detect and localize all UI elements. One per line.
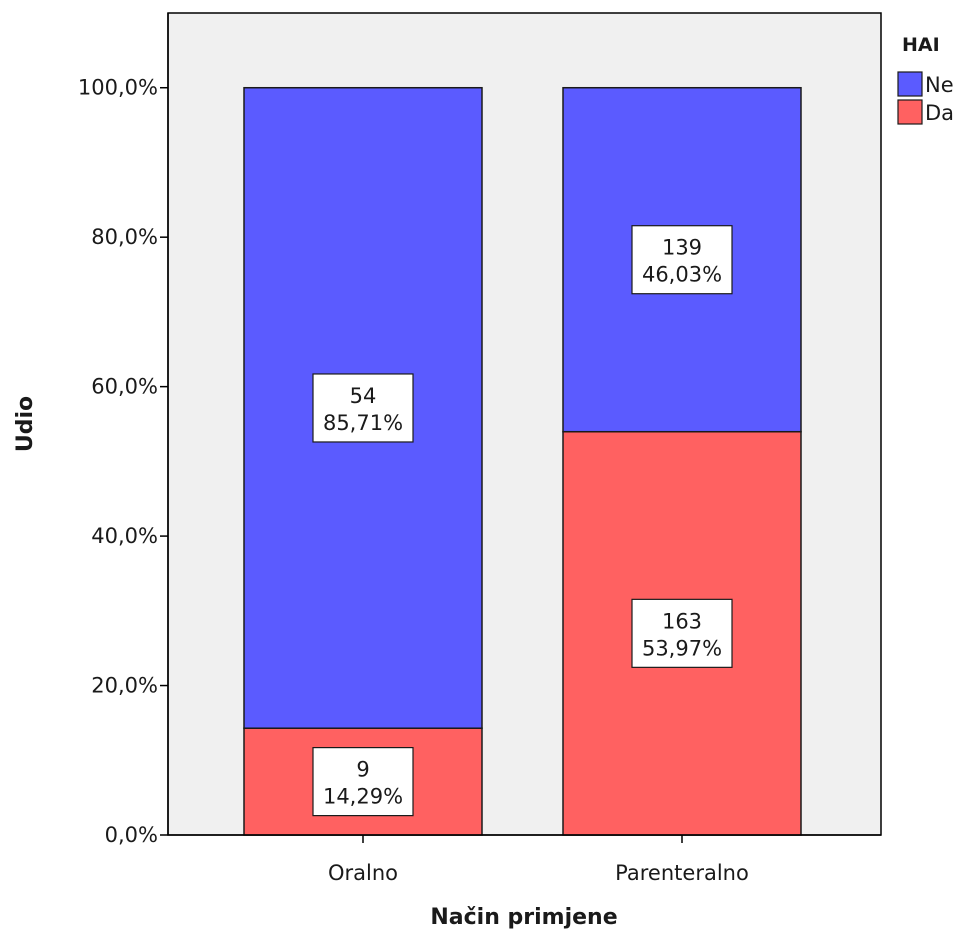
bar-label-box [631, 598, 733, 668]
legend-title: HAI [902, 34, 940, 56]
y-ticks-layer: 0,0% 20,0% 40,0% 60,0% 80,0% 100,0% [78, 76, 168, 847]
legend-swatch-ne [897, 71, 923, 97]
y-tick-label: 60,0% [91, 375, 158, 399]
bar-label-box [631, 225, 733, 295]
bar-label-count: 54 [350, 384, 377, 408]
bar-label-percent: 53,97% [642, 636, 722, 660]
bar-label-count: 9 [356, 758, 369, 782]
y-tick-label: 100,0% [78, 76, 158, 100]
legend-label-da: Da [925, 101, 954, 125]
legend-label-ne: Ne [925, 73, 954, 97]
bar-label-box [312, 373, 414, 443]
bar-label-percent: 85,71% [323, 411, 403, 435]
bar-label-percent: 14,29% [323, 785, 403, 809]
bar-labels-layer: 9 14,29% 54 85,71% 163 53,97% 139 46,03% [312, 225, 733, 817]
bar-label-da-parenteralno: 163 53,97% [631, 598, 733, 668]
bar-label-box [312, 747, 414, 817]
bar-label-ne-oralno: 54 85,71% [312, 373, 414, 443]
y-tick-label: 40,0% [91, 524, 158, 548]
x-tick-label: Parenteralno [615, 861, 749, 885]
x-axis-title: Način primjene [430, 905, 617, 930]
y-tick-label: 20,0% [91, 674, 158, 698]
bar-label-count: 139 [662, 236, 702, 260]
bar-label-count: 163 [662, 609, 702, 633]
bar-label-percent: 46,03% [642, 263, 722, 287]
legend-entries: Ne Da [897, 71, 954, 125]
legend-swatch-da [897, 99, 923, 125]
y-tick-label: 80,0% [91, 225, 158, 249]
y-tick-label: 0,0% [105, 823, 158, 847]
y-axis-title: Udio [13, 396, 38, 452]
bar-label-ne-parenteralno: 139 46,03% [631, 225, 733, 295]
bar-label-da-oralno: 9 14,29% [312, 747, 414, 817]
x-ticks-layer: Oralno Parenteralno [328, 835, 749, 885]
x-tick-label: Oralno [328, 861, 398, 885]
legend: HAI Ne Da [897, 34, 954, 125]
